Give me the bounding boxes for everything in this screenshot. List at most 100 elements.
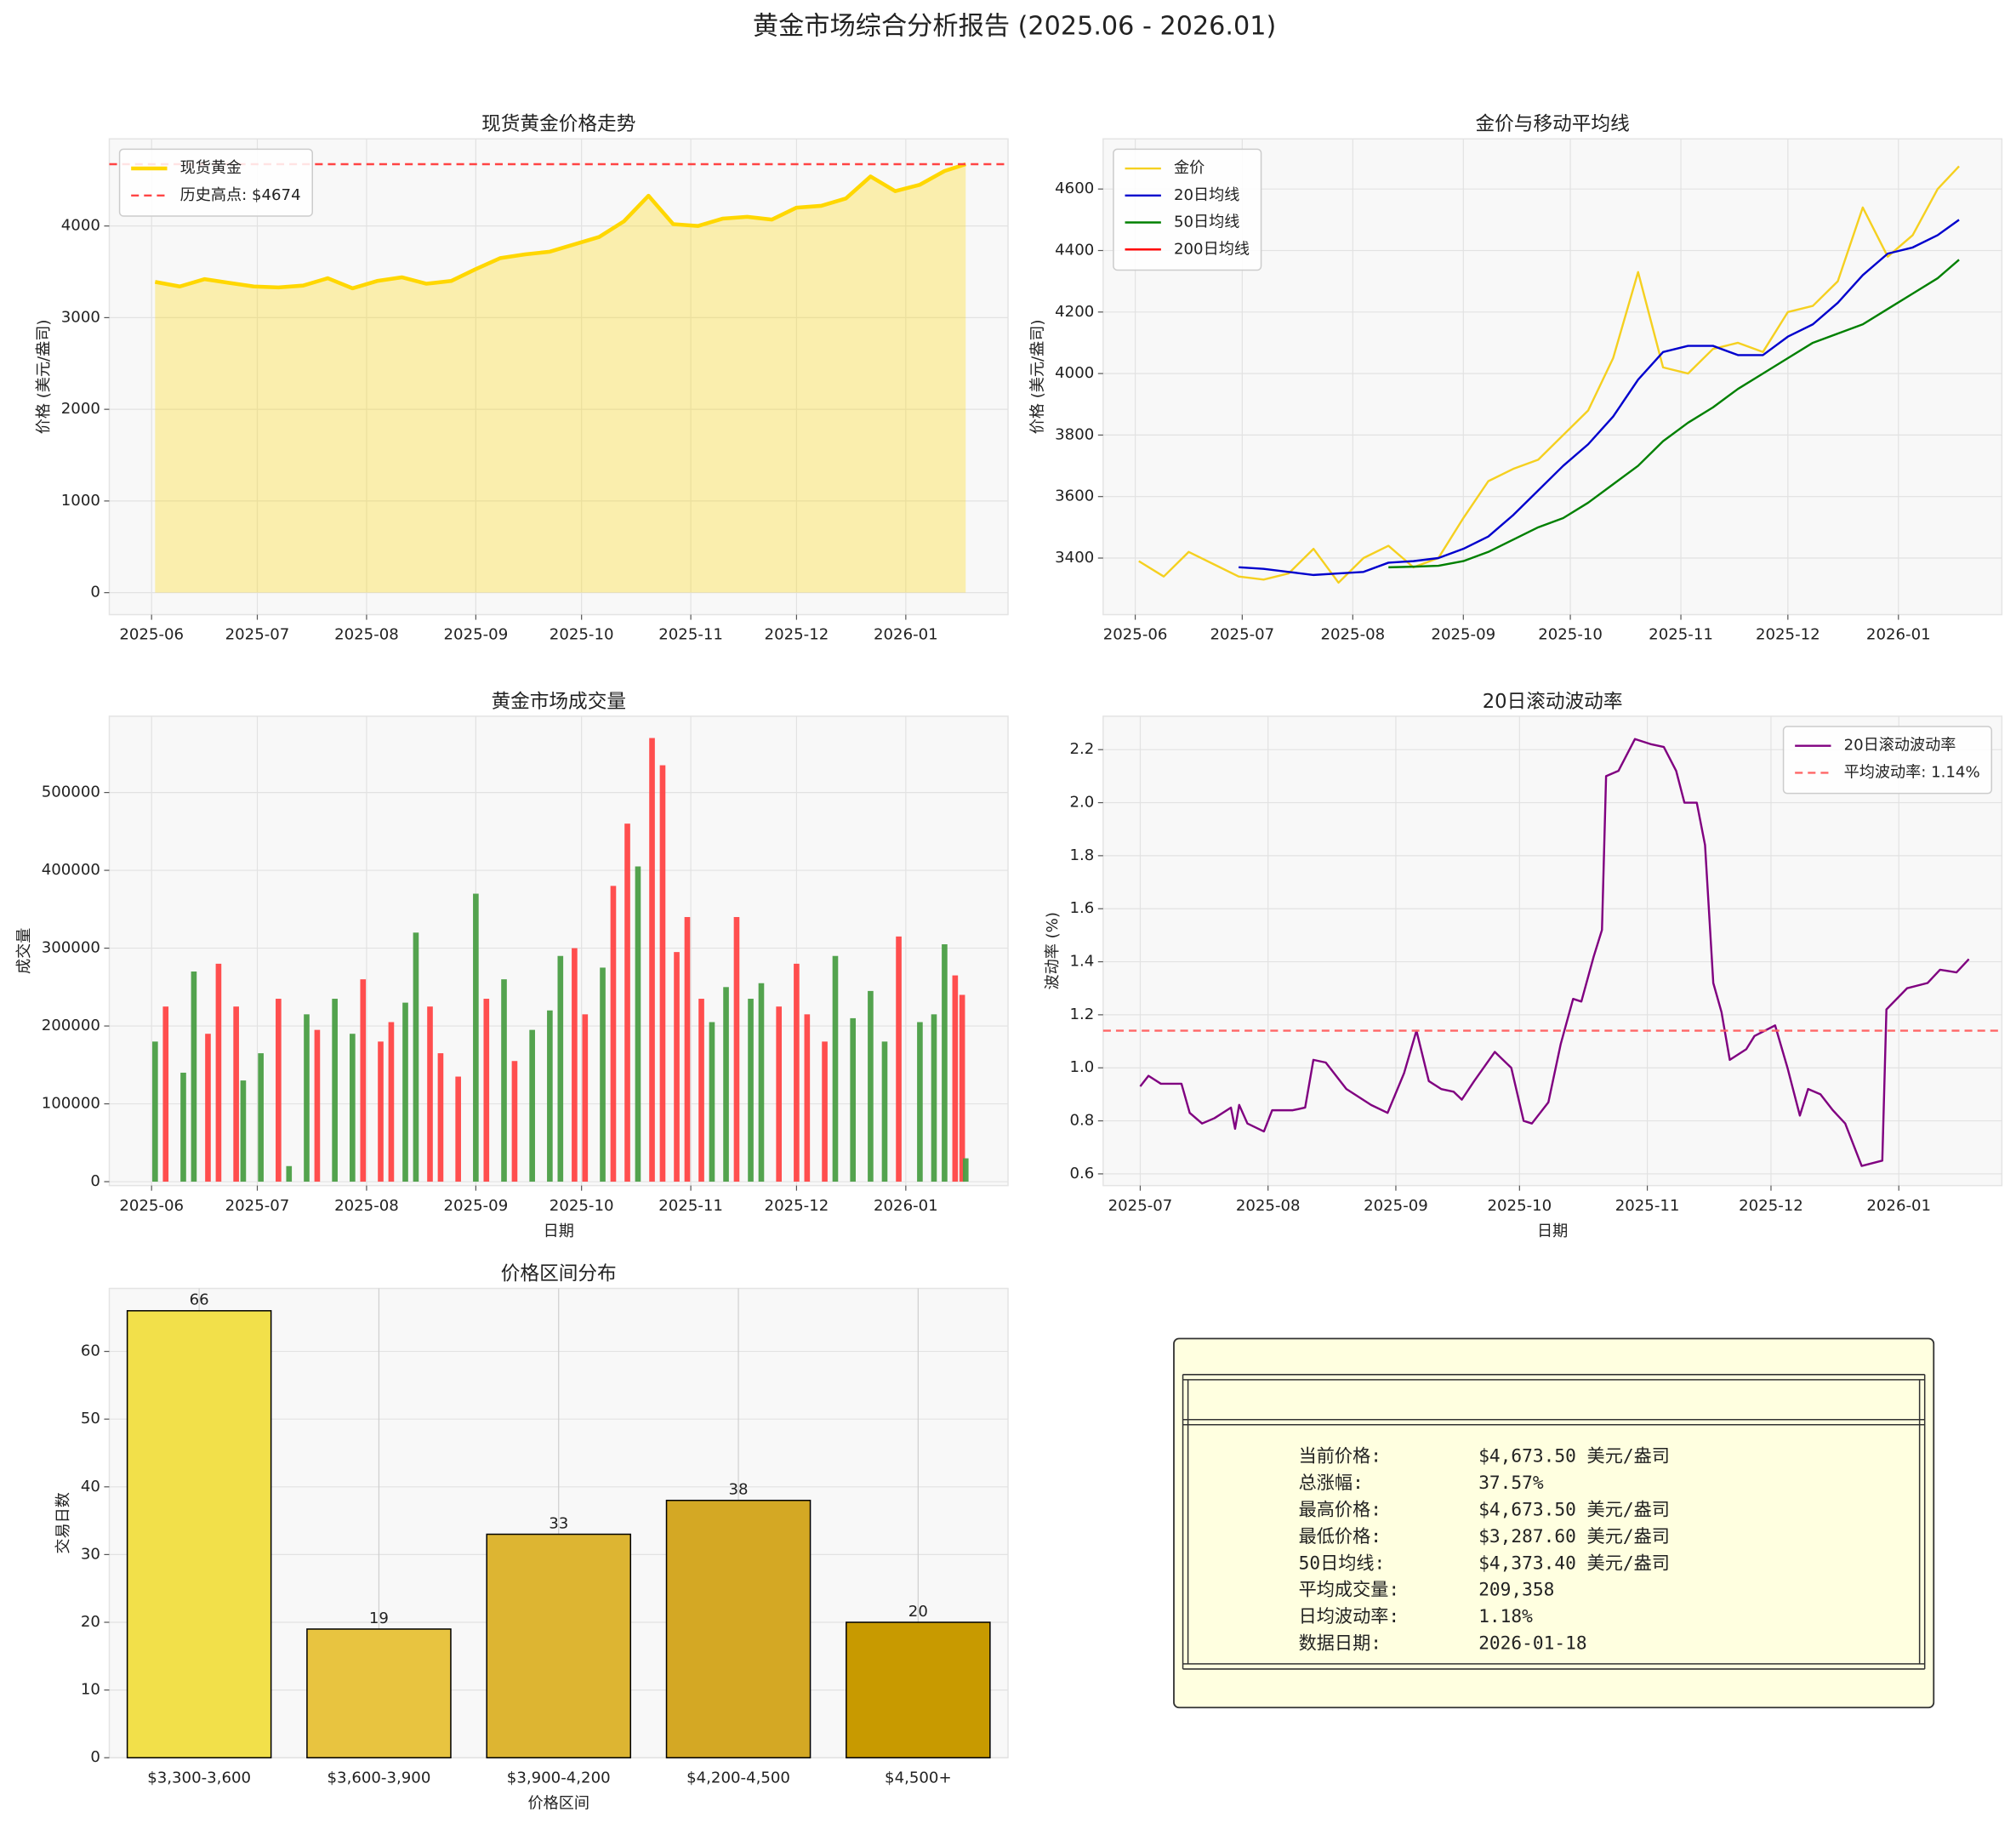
bar bbox=[942, 943, 948, 1182]
y-tick-label: 1.8 bbox=[1069, 846, 1094, 864]
x-tick-label: 2025-10 bbox=[550, 626, 614, 644]
bar bbox=[332, 999, 338, 1182]
plot-area bbox=[108, 138, 1009, 616]
data-label: 20 bbox=[908, 1603, 928, 1621]
y-tick-label: 30 bbox=[81, 1545, 100, 1563]
summary-label: 当前价格: bbox=[1299, 1445, 1381, 1467]
bar bbox=[427, 1006, 433, 1182]
summary-frame bbox=[1173, 1337, 1935, 1709]
y-tick-label: 4200 bbox=[1055, 303, 1094, 321]
bar bbox=[582, 1014, 589, 1182]
bar bbox=[635, 866, 641, 1182]
bar bbox=[572, 948, 578, 1182]
x-tick-label: 2025-07 bbox=[1108, 1197, 1173, 1215]
y-tick-label: 1.6 bbox=[1069, 899, 1094, 917]
bar bbox=[314, 1029, 321, 1182]
bar bbox=[258, 1053, 264, 1182]
legend-label: 历史高点: $4674 bbox=[180, 186, 301, 204]
bar bbox=[215, 963, 222, 1182]
y-tick-label: 300000 bbox=[42, 939, 100, 957]
chart-title: 金价与移动平均线 bbox=[1475, 113, 1629, 135]
y-tick-label: 4000 bbox=[61, 217, 100, 235]
bar bbox=[455, 1076, 461, 1182]
bar bbox=[276, 999, 282, 1182]
x-tick-label: 2025-07 bbox=[1210, 626, 1274, 644]
x-tick-label: 2025-09 bbox=[444, 1197, 509, 1215]
bar bbox=[733, 916, 740, 1182]
legend-label: 平均波动率: 1.14% bbox=[1844, 763, 1980, 781]
bar bbox=[868, 990, 874, 1182]
y-tick-label: 400000 bbox=[42, 861, 100, 879]
summary-label: 最高价格: bbox=[1299, 1498, 1381, 1519]
summary-value: $4,373.40 美元/盎司 bbox=[1478, 1552, 1670, 1573]
bar bbox=[547, 1010, 553, 1182]
legend-label: 现货黄金 bbox=[180, 159, 242, 177]
data-label: 66 bbox=[190, 1291, 209, 1309]
bar bbox=[600, 967, 606, 1182]
bar bbox=[486, 1533, 632, 1758]
legend-box bbox=[1782, 726, 1993, 795]
bar bbox=[794, 963, 800, 1182]
y-tick-label: 2.2 bbox=[1069, 740, 1094, 758]
x-tick-label: 2026-01 bbox=[874, 1197, 938, 1215]
bar bbox=[286, 1165, 293, 1182]
summary-value: 2026-01-18 bbox=[1478, 1632, 1586, 1654]
bar bbox=[846, 1621, 991, 1758]
x-tick-label: 2025-10 bbox=[1538, 626, 1603, 644]
legend-label: 金价 bbox=[1174, 159, 1204, 177]
x-tick-label: 2025-11 bbox=[1615, 1197, 1680, 1215]
data-label: 33 bbox=[549, 1514, 568, 1532]
bar bbox=[917, 1022, 923, 1182]
x-tick-label: $3,300-3,600 bbox=[147, 1769, 251, 1786]
y-tick-label: 0.6 bbox=[1069, 1165, 1094, 1182]
y-tick-label: 1.0 bbox=[1069, 1058, 1094, 1076]
legend-label: 20日滚动波动率 bbox=[1844, 737, 1956, 755]
bar bbox=[126, 1310, 272, 1758]
bar bbox=[649, 738, 655, 1182]
x-tick-label: 2025-11 bbox=[1649, 626, 1713, 644]
x-tick-label: $3,600-3,900 bbox=[327, 1769, 431, 1786]
y-axis-label: 成交量 bbox=[15, 928, 33, 974]
x-tick-label: $3,900-4,200 bbox=[507, 1769, 611, 1786]
summary-rules bbox=[1182, 1374, 1926, 1670]
data-label: 38 bbox=[729, 1481, 749, 1499]
y-tick-label: 3400 bbox=[1055, 549, 1094, 567]
y-tick-label: 1.4 bbox=[1069, 953, 1094, 971]
y-tick-label: 1000 bbox=[61, 492, 100, 510]
x-tick-label: 2025-11 bbox=[658, 1197, 723, 1215]
x-axis-label: 日期 bbox=[544, 1222, 574, 1240]
bar bbox=[162, 1006, 169, 1182]
bar bbox=[501, 979, 507, 1182]
x-tick-label: $4,500+ bbox=[885, 1769, 952, 1786]
bar bbox=[758, 983, 765, 1182]
y-tick-label: 3000 bbox=[61, 308, 100, 326]
x-tick-label: 2025-07 bbox=[225, 626, 290, 644]
summary-box bbox=[1173, 1337, 1935, 1709]
summary-value: 209,358 bbox=[1478, 1579, 1554, 1600]
summary-label: 平均成交量: bbox=[1299, 1579, 1400, 1600]
summary-label: 总涨幅: bbox=[1299, 1472, 1364, 1493]
y-tick-label: 50 bbox=[81, 1410, 100, 1427]
y-tick-label: 100000 bbox=[42, 1095, 100, 1113]
bar bbox=[748, 999, 754, 1182]
x-axis-label: 日期 bbox=[1537, 1222, 1568, 1240]
bar bbox=[413, 932, 419, 1182]
chart-title: 20日滚动波动率 bbox=[1483, 691, 1623, 713]
x-tick-label: 2025-12 bbox=[1739, 1197, 1803, 1215]
bar bbox=[776, 1006, 783, 1182]
bar bbox=[850, 1017, 857, 1182]
area-fill bbox=[155, 164, 966, 593]
x-tick-label: 2025-08 bbox=[1320, 626, 1385, 644]
bar bbox=[659, 765, 666, 1182]
y-tick-label: 3600 bbox=[1055, 487, 1094, 505]
bar bbox=[483, 999, 490, 1182]
y-tick-label: 500000 bbox=[42, 783, 100, 801]
x-tick-label: 2025-10 bbox=[1487, 1197, 1552, 1215]
bar bbox=[378, 1041, 384, 1182]
bar bbox=[402, 1002, 408, 1182]
x-axis-label: 价格区间 bbox=[527, 1795, 589, 1813]
y-tick-label: 60 bbox=[81, 1342, 100, 1360]
bar bbox=[205, 1034, 211, 1182]
